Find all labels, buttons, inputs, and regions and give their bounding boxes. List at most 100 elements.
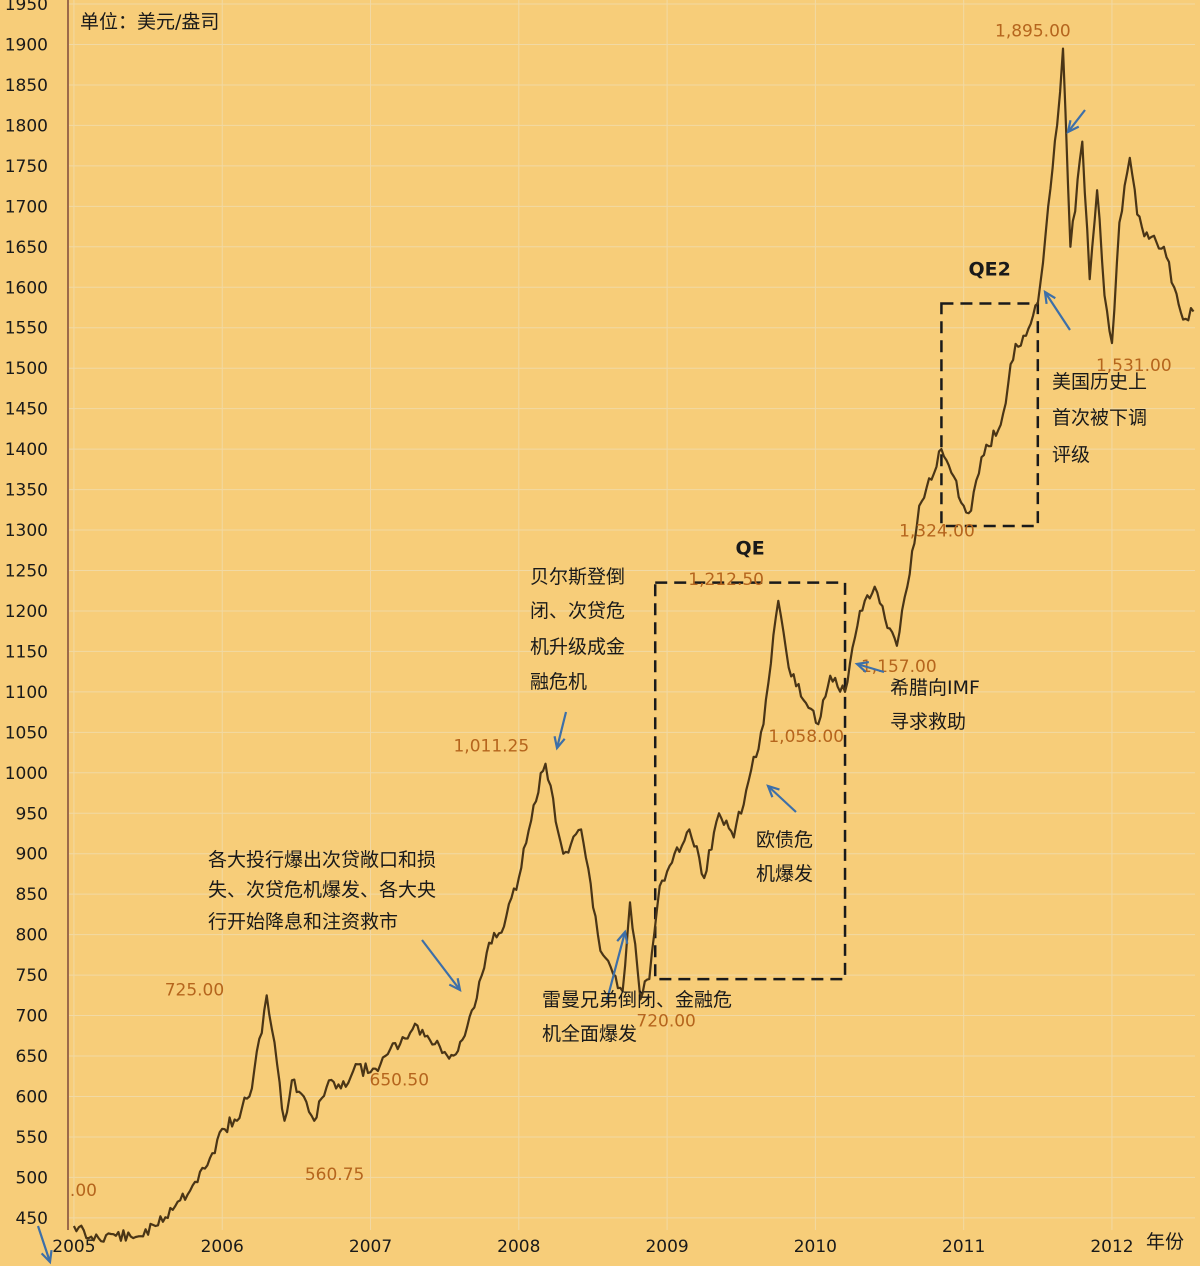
arrow-shaft bbox=[1067, 109, 1086, 133]
value-label: 560.75 bbox=[305, 1165, 364, 1185]
annotation-line: 贝尔斯登倒 bbox=[530, 566, 625, 588]
arrow-shaft bbox=[856, 662, 885, 674]
annotation-line: 失、次贷危机爆发、各大央 bbox=[208, 879, 436, 901]
unit-label: 单位：美元/盎司 bbox=[80, 11, 219, 33]
value-label: 1,531.00 bbox=[1096, 356, 1172, 376]
qe-box-label: QE bbox=[736, 538, 765, 560]
x-tick-label: 2009 bbox=[645, 1237, 688, 1257]
y-tick-label: 750 bbox=[16, 966, 48, 986]
arrow-shaft bbox=[1044, 291, 1071, 331]
x-tick-label: 2012 bbox=[1090, 1237, 1133, 1257]
value-label: 1,212.50 bbox=[688, 570, 764, 590]
y-tick-label: 950 bbox=[16, 804, 48, 824]
arrow-shaft bbox=[767, 785, 797, 813]
arrow-shaft bbox=[421, 939, 461, 991]
qe-box-frame bbox=[940, 302, 1040, 528]
value-label: 1,157.00 bbox=[861, 657, 937, 677]
annotation-line: 机爆发 bbox=[756, 863, 813, 885]
y-tick-label: 500 bbox=[16, 1168, 48, 1188]
y-tick-label: 700 bbox=[16, 1007, 48, 1027]
x-tick-label: 2008 bbox=[497, 1237, 540, 1257]
y-tick-label: 1300 bbox=[5, 521, 48, 541]
annotation-line: 机全面爆发 bbox=[542, 1023, 637, 1045]
x-axis-ticks: 2005 2006 2007 2008 2009 2010 2011 2012 bbox=[52, 1237, 1133, 1257]
y-tick-label: 1150 bbox=[5, 642, 48, 662]
arrow-head bbox=[448, 978, 462, 993]
arrow-head bbox=[616, 929, 629, 944]
annotation-line: 欧债危 bbox=[756, 829, 813, 851]
y-tick-label: 1750 bbox=[5, 157, 48, 177]
y-tick-label: 600 bbox=[16, 1087, 48, 1107]
arrow-head bbox=[40, 1249, 53, 1265]
value-label: .00 bbox=[70, 1181, 97, 1201]
y-tick-label: 800 bbox=[16, 926, 48, 946]
y-tick-label: 900 bbox=[16, 845, 48, 865]
y-tick-label: 550 bbox=[16, 1128, 48, 1148]
value-label: 725.00 bbox=[165, 980, 224, 1000]
qe-box-frame bbox=[653, 581, 847, 981]
y-tick-label: 1600 bbox=[5, 278, 48, 298]
y-tick-label: 1500 bbox=[5, 359, 48, 379]
value-label: 720.00 bbox=[636, 1011, 695, 1031]
annotation-line: 雷曼兄弟倒闭、金融危 bbox=[542, 989, 732, 1011]
x-axis-title: 年份 bbox=[1146, 1231, 1184, 1253]
arrow-head bbox=[1043, 289, 1056, 305]
y-tick-label: 1800 bbox=[5, 116, 48, 136]
annotation-line: 美国历史上 bbox=[1052, 371, 1147, 393]
y-tick-label: 850 bbox=[16, 885, 48, 905]
y-tick-label: 1650 bbox=[5, 238, 48, 258]
arrow-head bbox=[553, 736, 566, 751]
annotation-subprime-crisis: 各大投行爆出次贷敞口和损 失、次贷危机爆发、各大央 行开始降息和注资救市 bbox=[208, 849, 436, 933]
annotation-arrows bbox=[36, 109, 1086, 1265]
gold-price-line bbox=[72, 47, 1195, 1243]
value-label: 1,324.00 bbox=[899, 522, 975, 542]
arrow-head bbox=[854, 660, 870, 673]
y-tick-label: 1350 bbox=[5, 481, 48, 501]
arrow-shaft bbox=[605, 931, 627, 1001]
annotation-line: 寻求救助 bbox=[890, 711, 966, 733]
annotation-line: 首次被下调 bbox=[1052, 407, 1147, 429]
y-tick-label: 1850 bbox=[5, 76, 48, 96]
x-tick-label: 2006 bbox=[201, 1237, 244, 1257]
annotation-bear-stearns: 贝尔斯登倒 闭、次贷危 机升级成金 融危机 bbox=[530, 566, 625, 693]
series-layer bbox=[72, 47, 1195, 1243]
value-label: 1,011.25 bbox=[453, 737, 529, 757]
annotation-line: 行开始降息和注资救市 bbox=[208, 911, 398, 933]
y-tick-label: 1250 bbox=[5, 561, 48, 581]
annotation-lehman: 雷曼兄弟倒闭、金融危 机全面爆发 bbox=[542, 989, 732, 1045]
y-tick-label: 450 bbox=[16, 1209, 48, 1229]
arrow-head bbox=[766, 784, 780, 798]
annotation-line: 融危机 bbox=[530, 671, 587, 693]
arrow-head bbox=[1066, 120, 1080, 135]
value-label: 1,895.00 bbox=[995, 22, 1071, 42]
x-tick-label: 2005 bbox=[52, 1237, 95, 1257]
annotation-line: 闭、次贷危 bbox=[530, 600, 625, 622]
y-tick-label: 1200 bbox=[5, 602, 48, 622]
annotation-greece-imf: 希腊向IMF 寻求救助 bbox=[890, 677, 980, 733]
gridlines bbox=[68, 0, 1195, 1230]
y-tick-label: 1050 bbox=[5, 723, 48, 743]
y-tick-label: 1100 bbox=[5, 683, 48, 703]
annotation-line: 希腊向IMF bbox=[890, 677, 980, 699]
y-tick-label: 1450 bbox=[5, 400, 48, 420]
value-label: 650.50 bbox=[370, 1071, 429, 1091]
y-tick-label: 650 bbox=[16, 1047, 48, 1067]
y-tick-label: 1400 bbox=[5, 440, 48, 460]
y-tick-label: 1900 bbox=[5, 36, 48, 56]
qe-boxes: QE QE2 bbox=[653, 258, 1040, 981]
y-tick-label: 1950 bbox=[5, 0, 48, 15]
arrow-shaft bbox=[555, 711, 568, 749]
x-tick-label: 2007 bbox=[349, 1237, 392, 1257]
annotation-line: 机升级成金 bbox=[530, 636, 625, 658]
y-tick-label: 1000 bbox=[5, 764, 48, 784]
x-tick-label: 2010 bbox=[794, 1237, 837, 1257]
value-label: 1,058.00 bbox=[768, 727, 844, 747]
annotation-line: 评级 bbox=[1052, 444, 1090, 466]
value-labels: 1,895.00 1,531.00 1,324.00 1,212.50 1,157.00… bbox=[70, 22, 1172, 1201]
y-axis-ticks: 450 500 550 600 650 700 750 800 850 900 950 1000 105… bbox=[5, 0, 48, 1229]
x-tick-label: 2011 bbox=[942, 1237, 985, 1257]
y-tick-label: 1550 bbox=[5, 319, 48, 339]
arrow-shaft bbox=[36, 1225, 52, 1263]
